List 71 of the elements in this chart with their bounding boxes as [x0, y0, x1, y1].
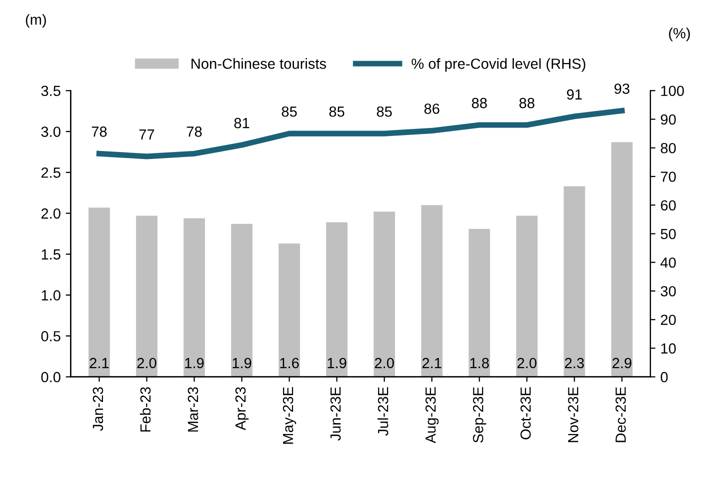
- data-label: 2.0: [374, 358, 394, 368]
- data-label: 1.8: [470, 358, 489, 368]
- y2-tick-label: 0: [660, 372, 668, 382]
- y2-tick-label: 50: [660, 228, 676, 240]
- data-label: 2.1: [422, 358, 442, 368]
- x-tick-label: Jun-23E: [330, 387, 341, 441]
- data-label: 91: [566, 89, 582, 100]
- x-tick-label: Jan-23: [92, 387, 104, 431]
- y-tick-label: 1.0: [42, 290, 60, 300]
- x-tick-label: Apr-23: [235, 387, 249, 430]
- bar: [468, 228, 490, 377]
- x-tick-label: Mar-23: [188, 387, 198, 432]
- x-tick-label: Aug-23E: [425, 387, 439, 444]
- data-label: 1.6: [280, 358, 299, 368]
- data-label: 93: [614, 84, 630, 94]
- data-label: 1.9: [232, 358, 252, 368]
- bar: [231, 224, 252, 377]
- data-label: 85: [376, 106, 392, 117]
- y-axis-title: (m): [26, 14, 46, 28]
- y2-tick-label: 70: [660, 172, 676, 182]
- y2-tick-label: 60: [660, 200, 676, 211]
- y2-tick-label: 80: [660, 142, 676, 154]
- x-tick-label: Nov-23E: [568, 387, 578, 442]
- y-tick-label: 2.5: [41, 168, 60, 178]
- data-label: 86: [424, 104, 440, 114]
- data-label: 2.3: [565, 358, 584, 368]
- y2-tick-label: 90: [660, 114, 676, 125]
- data-label: 1.9: [328, 358, 346, 368]
- x-tick-label: Sep-23E: [472, 387, 486, 443]
- y-tick-label: 3.0: [41, 126, 60, 137]
- y-tick-label: 3.5: [41, 86, 60, 96]
- y-tick-label: 1.5: [42, 249, 60, 260]
- data-label: 78: [92, 126, 107, 137]
- x-tick-label: Jul-23E: [378, 387, 388, 436]
- data-label: 2.9: [612, 358, 632, 368]
- x-tick-label: Dec-23E: [616, 387, 626, 442]
- y2-tick-label: 40: [660, 257, 676, 268]
- y2-axis-title: (%): [668, 28, 690, 42]
- bar: [374, 212, 396, 377]
- data-label: 2.0: [137, 358, 156, 368]
- legend-label: Non-Chinese tourists: [192, 58, 326, 69]
- data-label: 78: [186, 126, 202, 137]
- data-label: 88: [472, 98, 487, 108]
- bar: [278, 244, 300, 377]
- bar: [611, 142, 633, 377]
- y-tick-label: 0.0: [41, 372, 60, 382]
- bar: [88, 208, 110, 377]
- bar: [421, 205, 443, 377]
- x-tick-label: Oct-23E: [520, 387, 531, 440]
- x-tick-label: Feb-23: [140, 387, 151, 432]
- data-label: 2.1: [90, 358, 109, 368]
- data-label: 1.9: [185, 358, 204, 368]
- y2-tick-label: 10: [661, 343, 676, 354]
- data-label: 81: [234, 118, 250, 128]
- x-tick-label: May-23E: [282, 387, 296, 444]
- y-tick-label: 2.0: [41, 208, 60, 219]
- legend-label: % of pre-Covid level (RHS): [412, 58, 586, 72]
- y2-tick-label: 20: [660, 314, 676, 326]
- data-label: 2.0: [517, 358, 536, 368]
- y2-tick-label: 100: [661, 86, 684, 96]
- data-label: 85: [329, 106, 344, 117]
- y-tick-label: 0.5: [41, 331, 60, 342]
- data-label: 77: [139, 130, 154, 140]
- bar: [564, 186, 586, 377]
- bar: [516, 216, 538, 377]
- bar: [136, 216, 158, 377]
- y2-tick-label: 30: [660, 286, 676, 296]
- data-label: 85: [282, 106, 297, 117]
- data-label: 88: [519, 98, 534, 108]
- bar: [184, 218, 205, 377]
- bar: [326, 222, 348, 377]
